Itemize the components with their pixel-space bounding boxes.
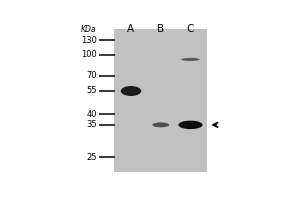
- Ellipse shape: [181, 58, 200, 61]
- Text: 40: 40: [86, 110, 97, 119]
- Text: KDa: KDa: [81, 25, 96, 34]
- Text: 25: 25: [86, 153, 97, 162]
- Text: 55: 55: [86, 86, 97, 95]
- Text: B: B: [157, 24, 164, 34]
- Ellipse shape: [121, 86, 141, 96]
- Text: 70: 70: [86, 71, 97, 80]
- Ellipse shape: [178, 121, 203, 129]
- Text: 100: 100: [81, 50, 97, 59]
- Text: C: C: [187, 24, 194, 34]
- Text: A: A: [128, 24, 134, 34]
- Text: 35: 35: [86, 120, 97, 129]
- Text: 130: 130: [81, 36, 97, 45]
- Ellipse shape: [152, 122, 169, 127]
- Bar: [114, 29, 207, 172]
